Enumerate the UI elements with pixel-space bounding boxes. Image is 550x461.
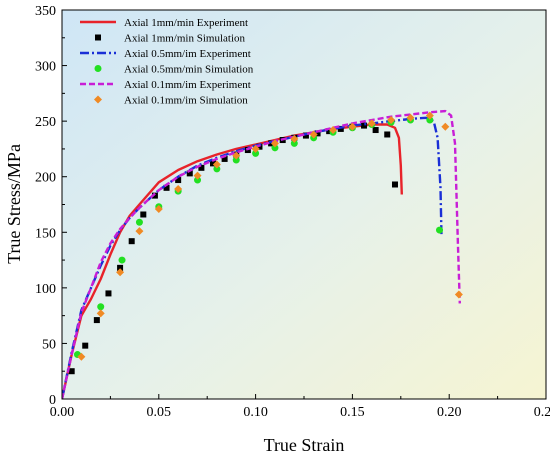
data-point bbox=[116, 268, 125, 277]
y-tick-label: 300 bbox=[35, 60, 56, 75]
data-point bbox=[194, 176, 202, 184]
x-axis-title: True Strain bbox=[264, 435, 345, 455]
data-point bbox=[232, 156, 240, 164]
data-point bbox=[252, 149, 260, 157]
data-point bbox=[425, 111, 434, 120]
x-axis: 0.00 0.05 0.10 0.15 0.20 0.25 bbox=[50, 394, 550, 420]
y-tick-label: 350 bbox=[35, 4, 56, 19]
data-point bbox=[391, 181, 398, 188]
data-point bbox=[326, 128, 333, 135]
x-tick-label: 0.20 bbox=[437, 405, 462, 420]
data-point bbox=[198, 164, 205, 171]
data-point bbox=[174, 184, 183, 193]
data-point bbox=[175, 177, 182, 184]
y-tick-label: 100 bbox=[35, 282, 56, 297]
data-point bbox=[105, 290, 112, 297]
legend-swatch bbox=[94, 65, 102, 72]
data-point bbox=[163, 184, 170, 191]
data-point bbox=[361, 122, 368, 129]
data-point bbox=[82, 342, 89, 349]
series-line bbox=[62, 123, 403, 399]
data-point bbox=[251, 144, 260, 153]
data-point bbox=[337, 125, 344, 132]
legend-label: Axial 0.1mm/im Experiment bbox=[124, 79, 251, 91]
data-point bbox=[406, 113, 415, 122]
data-point bbox=[117, 264, 124, 271]
data-point bbox=[93, 317, 100, 324]
series-layer bbox=[62, 109, 463, 399]
data-point bbox=[271, 144, 279, 152]
x-tick-label: 0.15 bbox=[340, 405, 365, 420]
data-point bbox=[436, 226, 444, 234]
legend-label: Axial 0.5mm/min Simulation bbox=[124, 64, 254, 76]
data-point bbox=[309, 130, 318, 139]
data-point bbox=[290, 134, 299, 143]
data-point bbox=[384, 131, 391, 138]
data-point bbox=[441, 122, 450, 131]
y-tick-label: 0 bbox=[49, 393, 56, 408]
data-point bbox=[128, 238, 135, 245]
data-point bbox=[454, 290, 463, 299]
data-point bbox=[426, 116, 434, 124]
data-point bbox=[367, 119, 376, 128]
legend-swatch bbox=[95, 34, 101, 41]
legend-item: Axial 1mm/min Simulation bbox=[95, 33, 246, 45]
data-point bbox=[68, 368, 75, 375]
x-tick-label: 0.25 bbox=[534, 405, 550, 420]
data-point bbox=[212, 160, 221, 169]
data-point bbox=[97, 303, 105, 311]
data-point bbox=[221, 155, 228, 162]
legend-swatch bbox=[94, 95, 102, 104]
data-point bbox=[290, 139, 298, 147]
data-point bbox=[232, 151, 241, 160]
y-axis-title: True Stress/MPa bbox=[4, 144, 24, 264]
data-point bbox=[135, 227, 144, 236]
data-point bbox=[118, 256, 126, 264]
x-tick-label: 0.10 bbox=[243, 405, 268, 420]
series-5 bbox=[77, 111, 463, 361]
legend-item: Axial 1mm/min Experiment bbox=[80, 17, 248, 29]
data-point bbox=[387, 116, 396, 125]
plot-background bbox=[62, 10, 546, 399]
data-point bbox=[213, 165, 221, 173]
data-point bbox=[270, 139, 279, 148]
data-point bbox=[186, 170, 193, 177]
legend-item: Axial 0.1mm/im Experiment bbox=[80, 79, 251, 91]
data-point bbox=[210, 160, 217, 167]
data-point bbox=[193, 171, 202, 180]
x-tick-label: 0.05 bbox=[147, 405, 172, 420]
y-tick-label: 200 bbox=[35, 171, 56, 186]
data-point bbox=[329, 126, 338, 135]
legend-label: Axial 0.1mm/im Simulation bbox=[124, 95, 248, 107]
legend-label: Axial 0.5mm/im Experiment bbox=[124, 48, 251, 60]
data-point bbox=[372, 127, 379, 134]
data-point bbox=[348, 122, 357, 131]
legend-item: Axial 0.5mm/min Simulation bbox=[94, 64, 254, 76]
data-point bbox=[154, 204, 163, 213]
series-0 bbox=[62, 123, 403, 399]
data-point bbox=[135, 218, 143, 226]
data-point bbox=[96, 309, 105, 318]
x-tick-label: 0.00 bbox=[50, 405, 75, 420]
legend-label: Axial 1mm/min Experiment bbox=[124, 17, 248, 29]
y-axis: 0 50 100 150 200 250 300 350 bbox=[35, 4, 67, 408]
y-tick-label: 150 bbox=[35, 226, 56, 241]
data-point bbox=[314, 130, 321, 137]
legend-item: Axial 0.1mm/im Simulation bbox=[94, 95, 248, 107]
legend-item: Axial 0.5mm/im Experiment bbox=[80, 48, 251, 60]
data-point bbox=[140, 211, 147, 218]
data-point bbox=[77, 352, 86, 361]
y-tick-label: 50 bbox=[42, 337, 56, 352]
legend: Axial 1mm/min Experiment Axial 1mm/min Si… bbox=[80, 17, 254, 107]
data-point bbox=[302, 132, 309, 139]
legend-label: Axial 1mm/min Simulation bbox=[124, 33, 246, 45]
data-point bbox=[151, 192, 158, 199]
y-tick-label: 250 bbox=[35, 115, 56, 130]
